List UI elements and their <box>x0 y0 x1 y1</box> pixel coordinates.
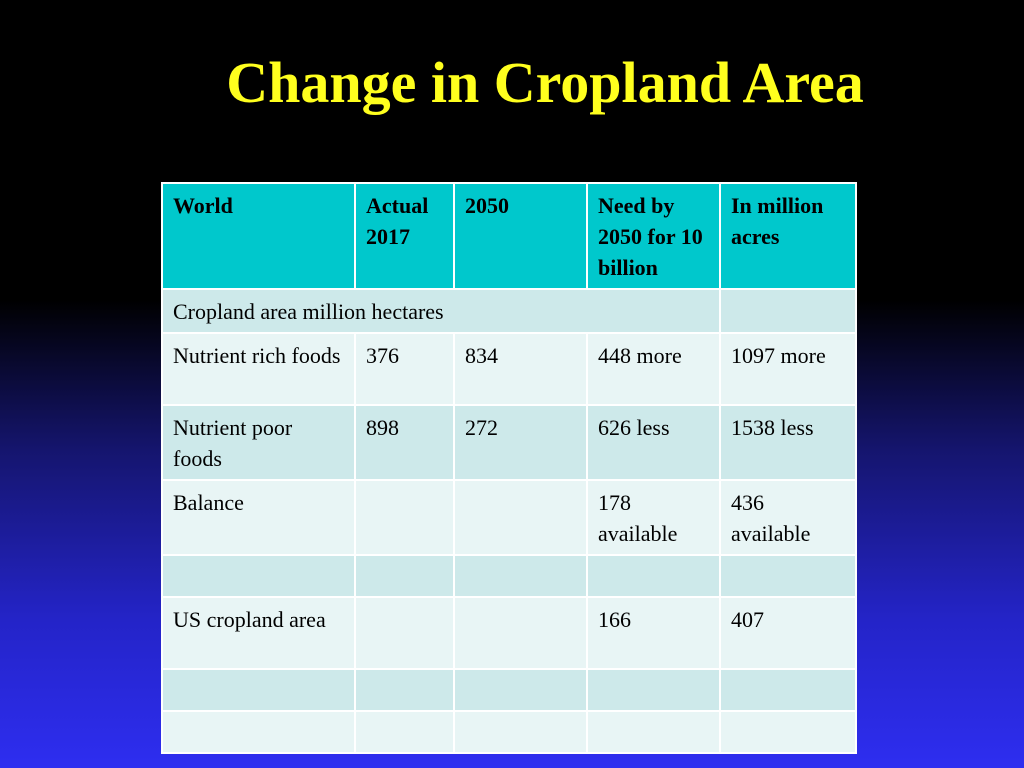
table-cell: 1097 more <box>719 332 857 406</box>
header-world: World <box>161 182 356 290</box>
table-cell <box>354 596 455 670</box>
row-label: Balance <box>161 479 356 556</box>
section-row: Cropland area million hectares <box>161 288 857 334</box>
table-cell: 272 <box>453 404 588 481</box>
table-cell <box>586 710 721 754</box>
row-label: Nutrient poor foods <box>161 404 356 481</box>
table-cell <box>354 668 455 712</box>
table-cell <box>719 668 857 712</box>
table-cell <box>453 710 588 754</box>
table-header-row: World Actual 2017 2050 Need by 2050 for … <box>161 182 857 290</box>
table-cell: 178 available <box>586 479 721 556</box>
table-cell <box>453 596 588 670</box>
header-million-acres: In million acres <box>719 182 857 290</box>
table-cell: 1538 less <box>719 404 857 481</box>
table-row <box>161 668 857 712</box>
table-cell: 376 <box>354 332 455 406</box>
header-need-by-2050: Need by 2050 for 10 billion <box>586 182 721 290</box>
table-cell <box>161 668 356 712</box>
table-cell: 407 <box>719 596 857 670</box>
table-cell: 834 <box>453 332 588 406</box>
table-row: Balance 178 available 436 available <box>161 479 857 556</box>
table-row: Nutrient poor foods 898 272 626 less 153… <box>161 404 857 481</box>
row-label: Nutrient rich foods <box>161 332 356 406</box>
section-label: Cropland area million hectares <box>161 288 721 334</box>
table-row <box>161 710 857 754</box>
table-cell: 448 more <box>586 332 721 406</box>
table-cell <box>586 668 721 712</box>
table-cell <box>354 710 455 754</box>
table-row: US cropland area 166 407 <box>161 596 857 670</box>
cropland-table: World Actual 2017 2050 Need by 2050 for … <box>161 182 857 754</box>
table-cell <box>719 710 857 754</box>
header-actual-2017: Actual 2017 <box>354 182 455 290</box>
table-cell: 436 available <box>719 479 857 556</box>
table-cell <box>354 554 455 598</box>
table-row <box>161 554 857 598</box>
table-cell <box>453 479 588 556</box>
table-cell <box>161 710 356 754</box>
table-cell <box>586 554 721 598</box>
table-cell <box>453 554 588 598</box>
table-cell: 626 less <box>586 404 721 481</box>
table-cell <box>161 554 356 598</box>
table-cell <box>354 479 455 556</box>
table-cell: 166 <box>586 596 721 670</box>
table-cell <box>453 668 588 712</box>
slide-title: Change in Cropland Area <box>226 50 864 115</box>
table-cell <box>719 288 857 334</box>
table-row: Nutrient rich foods 376 834 448 more 109… <box>161 332 857 406</box>
table-cell: 898 <box>354 404 455 481</box>
row-label: US cropland area <box>161 596 356 670</box>
header-2050: 2050 <box>453 182 588 290</box>
table-cell <box>719 554 857 598</box>
